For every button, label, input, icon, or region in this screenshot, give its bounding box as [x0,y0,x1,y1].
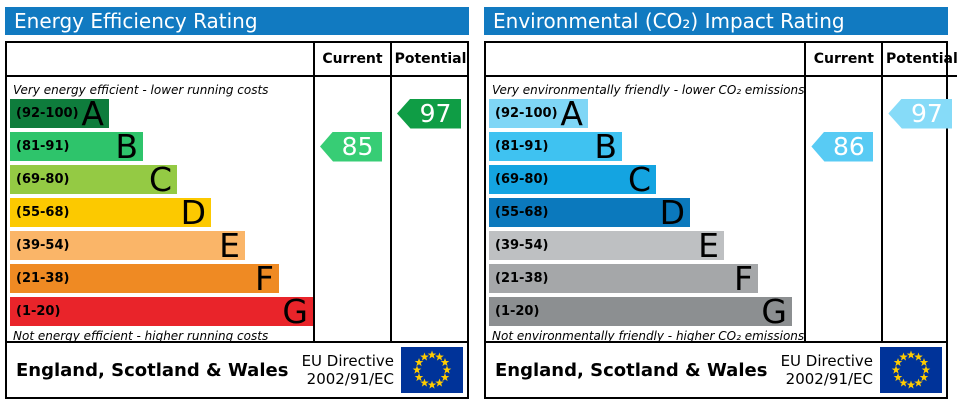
band-letter-label: A [81,94,104,133]
band-range-label: (1-20) [16,304,61,319]
band-row-g: (1-20) G [489,292,804,331]
band-range-label: (55-68) [16,205,70,220]
band-letter-label: C [627,160,651,199]
environmental-current-column-cell: 86 [804,77,881,343]
band-letter-label: F [255,259,274,298]
band-range-label: (21-38) [495,271,549,286]
band-row-c: (69-80) C [10,160,313,199]
band-letter-label: G [761,292,787,331]
eu-directive-line1: EU Directive [301,352,394,370]
band-bar-d: (55-68) D [489,193,690,232]
band-bar-f: (21-38) F [489,259,758,298]
band-bar-a: (92-100) A [489,94,588,133]
band-range-label: (81-91) [495,139,549,154]
energy-potential-column-cell: 97 [390,77,469,343]
eu-directive-line1: EU Directive [780,352,873,370]
band-letter-label: E [219,226,240,265]
band-bar-c: (69-80) C [489,160,656,199]
band-bar-c: (69-80) C [10,160,177,199]
band-bar-d: (55-68) D [10,193,211,232]
environmental-potential-column-cell: 97 [881,77,957,343]
band-bar-g: (1-20) G [10,292,313,331]
eu-flag-icon [880,347,942,393]
environmental-table-corner-cell [486,43,805,77]
band-bar-b: (81-91) B [489,127,622,166]
energy-potential-column-header: Potential [390,43,469,77]
band-bar-e: (39-54) E [489,226,724,265]
energy-title-bar: Energy Efficiency Rating [5,7,469,35]
potential-rating-arrow: 97 [888,98,953,129]
energy-table-corner-cell [7,43,313,77]
environmental-title-bar: Environmental (CO₂) Impact Rating [484,7,948,35]
band-row-d: (55-68) D [10,193,313,232]
environmental-bottom-caption: Not environmentally friendly - higher CO… [492,329,805,343]
band-range-label: (81-91) [16,139,70,154]
environmental-footer: England, Scotland & Wales EU Directive 2… [484,341,948,399]
band-row-c: (69-80) C [489,160,804,199]
band-range-label: (21-38) [16,271,70,286]
band-row-d: (55-68) D [489,193,804,232]
band-range-label: (55-68) [495,205,549,220]
energy-bottom-caption: Not energy efficient - higher running co… [13,329,269,343]
band-letter-label: B [594,127,617,166]
band-bar-b: (81-91) B [10,127,143,166]
band-row-e: (39-54) E [10,226,313,265]
band-row-f: (21-38) F [489,259,804,298]
band-row-b: (81-91) B [489,127,804,166]
band-letter-label: D [180,193,206,232]
environmental-top-caption: Very environmentally friendly - lower CO… [492,83,805,97]
environmental-panel-title: Environmental (CO₂) Impact Rating [493,9,845,33]
band-letter-label: B [115,127,138,166]
band-range-label: (39-54) [16,238,70,253]
energy-rating-table: Current Potential Very energy efficient … [5,41,469,343]
band-row-b: (81-91) B [10,127,313,166]
environmental-rating-bands: (92-100) A (81-91) B (69-80) C (55-68) D (39-54)… [489,94,804,331]
band-range-label: (39-54) [495,238,549,253]
energy-chart-area: Very energy efficient - lower running co… [7,77,313,343]
energy-current-column-cell: 85 [313,77,390,343]
energy-eu-directive-label: EU Directive 2002/91/EC [302,352,394,388]
energy-top-caption: Very energy efficient - lower running co… [13,83,269,97]
band-bar-e: (39-54) E [10,226,245,265]
band-letter-label: D [659,193,685,232]
energy-current-column-header: Current [313,43,390,77]
band-bar-f: (21-38) F [10,259,279,298]
band-letter-label: C [148,160,172,199]
band-bar-g: (1-20) G [489,292,792,331]
band-range-label: (1-20) [495,304,540,319]
band-range-label: (69-80) [495,172,549,187]
eu-directive-line2: 2002/91/EC [306,370,394,388]
band-row-e: (39-54) E [489,226,804,265]
environmental-chart-area: Very environmentally friendly - lower CO… [486,77,804,343]
panel-energy-efficiency: Energy Efficiency Rating Current Potenti… [5,7,469,399]
band-range-label: (92-100) [16,106,79,121]
environmental-rating-table: Current Potential Very environmentally f… [484,41,957,343]
environmental-eu-directive-label: EU Directive 2002/91/EC [781,352,873,388]
band-letter-label: F [734,259,753,298]
energy-footer: England, Scotland & Wales EU Directive 2… [5,341,469,399]
potential-rating-arrow: 97 [397,98,461,129]
band-letter-label: G [282,292,308,331]
current-rating-arrow: 85 [320,131,382,162]
environmental-current-column-header: Current [804,43,882,77]
panel-environmental-impact: Environmental (CO₂) Impact Rating Curren… [484,7,957,399]
band-row-g: (1-20) G [10,292,313,331]
environmental-potential-column-header: Potential [881,43,957,77]
eu-directive-line2: 2002/91/EC [785,370,873,388]
environmental-region-label: England, Scotland & Wales [495,359,768,381]
energy-panel-title: Energy Efficiency Rating [14,9,258,33]
energy-region-label: England, Scotland & Wales [16,359,289,381]
band-row-a: (92-100) A [489,94,804,133]
band-range-label: (69-80) [16,172,70,187]
band-row-a: (92-100) A [10,94,313,133]
band-letter-label: E [698,226,719,265]
energy-rating-bands: (92-100) A (81-91) B (69-80) C (55-68) D (39-54)… [10,94,313,331]
band-row-f: (21-38) F [10,259,313,298]
band-bar-a: (92-100) A [10,94,109,133]
current-rating-arrow: 86 [811,131,874,162]
band-range-label: (92-100) [495,106,558,121]
eu-flag-icon [401,347,463,393]
band-letter-label: A [560,94,583,133]
